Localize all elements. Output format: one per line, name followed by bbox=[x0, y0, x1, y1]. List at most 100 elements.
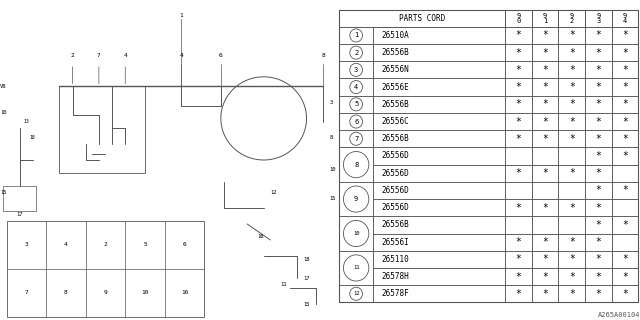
Bar bbox=[339, 113, 373, 130]
Text: 11: 11 bbox=[280, 282, 287, 287]
Bar bbox=[373, 251, 505, 268]
Bar bbox=[612, 199, 639, 216]
Bar bbox=[585, 148, 612, 164]
Text: *: * bbox=[516, 30, 522, 40]
Bar bbox=[339, 148, 373, 182]
Bar bbox=[339, 10, 505, 27]
Bar bbox=[559, 164, 585, 182]
Bar bbox=[585, 268, 612, 285]
Text: 9: 9 bbox=[354, 196, 358, 202]
Text: 1: 1 bbox=[354, 32, 358, 38]
Text: *: * bbox=[622, 272, 628, 282]
Text: 9
1: 9 1 bbox=[543, 12, 547, 24]
Text: 9
3: 9 3 bbox=[596, 12, 600, 24]
Text: *: * bbox=[622, 65, 628, 75]
Bar bbox=[505, 182, 532, 199]
Bar bbox=[505, 268, 532, 285]
Bar bbox=[505, 10, 532, 27]
Bar bbox=[559, 182, 585, 199]
Bar bbox=[612, 164, 639, 182]
Text: *: * bbox=[516, 134, 522, 144]
Text: 15: 15 bbox=[303, 301, 310, 307]
Bar bbox=[585, 96, 612, 113]
Bar bbox=[559, 251, 585, 268]
Bar bbox=[532, 27, 559, 44]
Text: *: * bbox=[542, 237, 548, 247]
Bar bbox=[612, 182, 639, 199]
Text: 16: 16 bbox=[257, 234, 264, 239]
Text: 9
4: 9 4 bbox=[623, 12, 627, 24]
Text: 17: 17 bbox=[303, 276, 310, 281]
Text: *: * bbox=[596, 65, 602, 75]
Text: 10: 10 bbox=[330, 167, 336, 172]
Text: *: * bbox=[596, 168, 602, 178]
Text: *: * bbox=[569, 48, 575, 58]
Text: *: * bbox=[596, 237, 602, 247]
Text: *: * bbox=[569, 203, 575, 213]
Bar bbox=[585, 199, 612, 216]
Bar bbox=[505, 27, 532, 44]
Text: *: * bbox=[542, 99, 548, 109]
Text: 9
0: 9 0 bbox=[516, 12, 520, 24]
Text: *: * bbox=[516, 289, 522, 299]
Bar bbox=[559, 199, 585, 216]
Bar bbox=[532, 96, 559, 113]
Bar bbox=[612, 234, 639, 251]
Text: 26556B: 26556B bbox=[381, 134, 409, 143]
Bar bbox=[559, 96, 585, 113]
Text: 1: 1 bbox=[179, 13, 183, 18]
Bar bbox=[559, 234, 585, 251]
Text: 2: 2 bbox=[354, 50, 358, 56]
Bar bbox=[505, 251, 532, 268]
Text: *: * bbox=[569, 65, 575, 75]
Bar bbox=[532, 285, 559, 302]
Bar bbox=[612, 268, 639, 285]
Bar bbox=[612, 285, 639, 302]
Bar bbox=[532, 61, 559, 78]
Bar bbox=[532, 148, 559, 164]
Text: 2: 2 bbox=[104, 242, 108, 247]
Text: *: * bbox=[542, 82, 548, 92]
Bar bbox=[373, 164, 505, 182]
Text: 2: 2 bbox=[70, 52, 74, 58]
Bar bbox=[612, 251, 639, 268]
Text: 3: 3 bbox=[330, 100, 333, 105]
Bar bbox=[339, 61, 373, 78]
Text: 8: 8 bbox=[321, 52, 325, 58]
Bar bbox=[505, 148, 532, 164]
Text: *: * bbox=[569, 254, 575, 264]
Bar bbox=[373, 148, 505, 164]
Text: 10: 10 bbox=[353, 231, 360, 236]
Text: 5: 5 bbox=[354, 101, 358, 107]
Text: *: * bbox=[569, 272, 575, 282]
Text: 3: 3 bbox=[24, 242, 28, 247]
Bar bbox=[612, 27, 639, 44]
Bar bbox=[373, 234, 505, 251]
Text: 10: 10 bbox=[141, 290, 148, 295]
Bar bbox=[612, 44, 639, 61]
Text: *: * bbox=[622, 48, 628, 58]
Bar bbox=[559, 27, 585, 44]
Text: 26556I: 26556I bbox=[381, 238, 409, 247]
Bar bbox=[373, 27, 505, 44]
Text: *: * bbox=[596, 272, 602, 282]
Text: *: * bbox=[542, 65, 548, 75]
Text: *: * bbox=[569, 30, 575, 40]
Text: *: * bbox=[596, 254, 602, 264]
Text: *: * bbox=[516, 254, 522, 264]
Bar bbox=[612, 61, 639, 78]
Bar bbox=[505, 164, 532, 182]
Text: 26556D: 26556D bbox=[381, 169, 409, 178]
Text: *: * bbox=[569, 134, 575, 144]
Text: *: * bbox=[622, 134, 628, 144]
Bar bbox=[532, 130, 559, 148]
Bar bbox=[585, 10, 612, 27]
Text: *: * bbox=[542, 134, 548, 144]
Text: 4: 4 bbox=[124, 52, 127, 58]
Text: *: * bbox=[569, 289, 575, 299]
Text: 26556D: 26556D bbox=[381, 151, 409, 161]
Bar bbox=[505, 234, 532, 251]
Bar bbox=[612, 148, 639, 164]
Bar bbox=[532, 113, 559, 130]
Bar bbox=[559, 10, 585, 27]
